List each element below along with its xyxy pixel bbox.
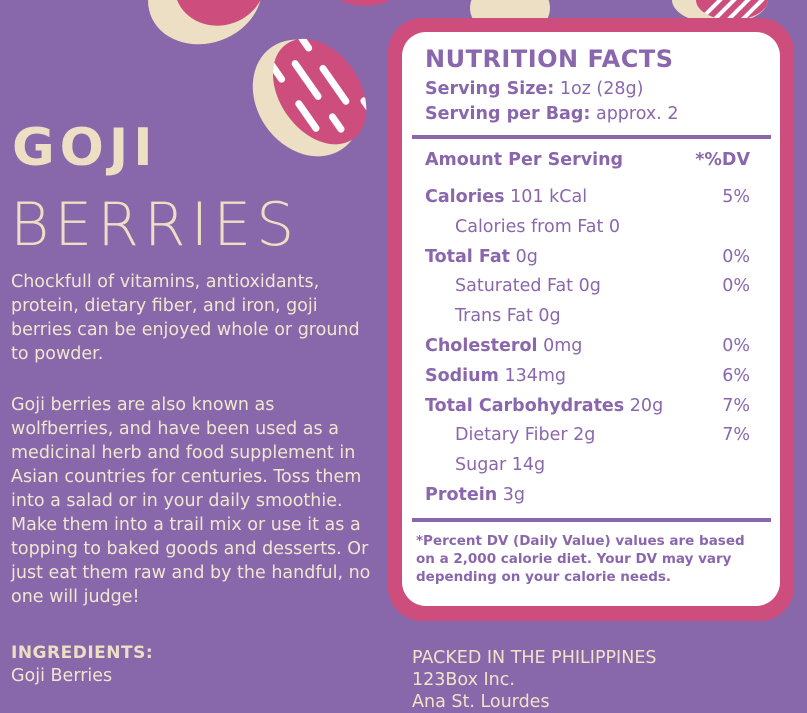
nutrient-amount: 101 kCal	[510, 187, 588, 207]
nutrient-dv: 6%	[722, 365, 750, 386]
nutrient-row: Sugar 14g	[455, 455, 750, 475]
nutrient-label: Sugar 14g	[455, 455, 545, 475]
nutrient-row: Total Carbohydrates 20g 7%	[425, 396, 750, 416]
description-paragraph-1: Chockfull of vitamins, antioxidants, pro…	[11, 272, 360, 364]
dv-footnote: *Percent DV (Daily Value) values are bas…	[416, 533, 745, 585]
nutrient-amount: 0g	[515, 246, 538, 267]
nutrient-label: Trans Fat 0g	[455, 306, 561, 326]
packer-info: PACKED IN THE PHILIPPINES 123Box Inc. An…	[412, 647, 656, 713]
nutrient-amount: Sugar 14g	[455, 455, 546, 476]
nutrient-row: Saturated Fat 0g 0%	[455, 276, 750, 296]
nutrition-facts-panel: NUTRITION FACTS Serving Size: 1oz (28g) …	[402, 32, 780, 606]
nutrient-label: Total Carbohydrates 20g	[425, 396, 663, 416]
berry-striped	[252, 32, 377, 157]
description-paragraph-2: Goji berries are also known as wolfberri…	[11, 395, 371, 607]
nutrient-dv: 5%	[722, 187, 750, 207]
nutrient-label: Dietary Fiber 2g	[455, 425, 595, 445]
nutrient-amount: Dietary Fiber 2g	[455, 425, 596, 446]
company-name: 123Box Inc.	[412, 670, 515, 690]
nutrient-name: Calories	[425, 187, 505, 207]
nutrient-label: Sodium 134mg	[425, 366, 566, 386]
divider-top	[412, 135, 771, 139]
serving-size-label: Serving Size:	[425, 79, 555, 99]
serving-size-value: 1oz (28g)	[559, 79, 644, 99]
dv-header: *%DV	[695, 150, 750, 170]
nutrient-label: Saturated Fat 0g	[455, 276, 601, 296]
ingredients-value: Goji Berries	[11, 666, 113, 686]
nutrient-row: Protein 3g	[425, 485, 750, 505]
berry-top-edge	[340, 0, 390, 6]
nutrient-row: Cholesterol 0mg 0%	[425, 336, 750, 356]
nutrient-name: Sodium	[425, 365, 499, 386]
nutrient-row: Dietary Fiber 2g 7%	[455, 425, 750, 445]
nutrient-row: Calories 101 kCal 5%	[425, 187, 750, 207]
serving-size: Serving Size: 1oz (28g)	[425, 79, 643, 99]
servings-label: Serving per Bag:	[425, 104, 591, 124]
amount-per-serving-label: Amount Per Serving	[425, 150, 624, 170]
nutrient-amount: 134mg	[504, 365, 566, 386]
ingredients-heading: INGREDIENTS:	[11, 643, 154, 663]
nutrient-row: Total Fat 0g 0%	[425, 247, 750, 267]
nutrient-label: Cholesterol 0mg	[425, 336, 582, 356]
address: Ana St. Lourdes	[412, 692, 550, 712]
amount-header: Amount Per Serving *%DV	[425, 150, 750, 170]
nutrient-dv: 7%	[722, 425, 750, 446]
nutrient-name: Total Carbohydrates	[425, 395, 625, 416]
berry-top-left	[148, 0, 266, 45]
nutrient-name: Cholesterol	[425, 336, 538, 356]
nutrient-label: Total Fat 0g	[425, 247, 538, 267]
nutrient-amount: Saturated Fat 0g	[455, 276, 601, 297]
nutrient-row: Trans Fat 0g	[455, 306, 750, 326]
product-title-bold: GOJI	[12, 118, 158, 178]
nutrient-label: Calories from Fat 0	[455, 217, 620, 237]
nutrient-amount: Trans Fat 0g	[455, 306, 561, 327]
packed-in: PACKED IN THE PHILIPPINES	[412, 648, 657, 668]
servings-value: approx. 2	[595, 104, 679, 124]
nutrition-title: NUTRITION FACTS	[425, 45, 674, 73]
nutrient-dv: 0%	[722, 246, 750, 267]
nutrient-amount: 3g	[502, 485, 525, 505]
product-title-light: BERRIES	[10, 190, 300, 260]
nutrient-amount: 20g	[629, 395, 664, 416]
nutrient-dv: 7%	[722, 395, 750, 416]
servings-per-bag: Serving per Bag: approx. 2	[425, 104, 679, 124]
nutrient-dv: 0%	[722, 276, 750, 297]
nutrient-row: Calories from Fat 0	[455, 217, 750, 237]
nutrient-label: Calories 101 kCal	[425, 187, 587, 207]
nutrient-amount: Calories from Fat 0	[455, 216, 621, 237]
nutrient-amount: 0mg	[543, 336, 583, 356]
nutrient-name: Total Fat	[425, 246, 511, 267]
nutrient-dv: 0%	[722, 336, 750, 356]
nutrient-row: Sodium 134mg 6%	[425, 366, 750, 386]
nutrient-name: Protein	[425, 485, 498, 505]
nutrient-label: Protein 3g	[425, 485, 525, 505]
divider-bottom	[412, 518, 771, 522]
